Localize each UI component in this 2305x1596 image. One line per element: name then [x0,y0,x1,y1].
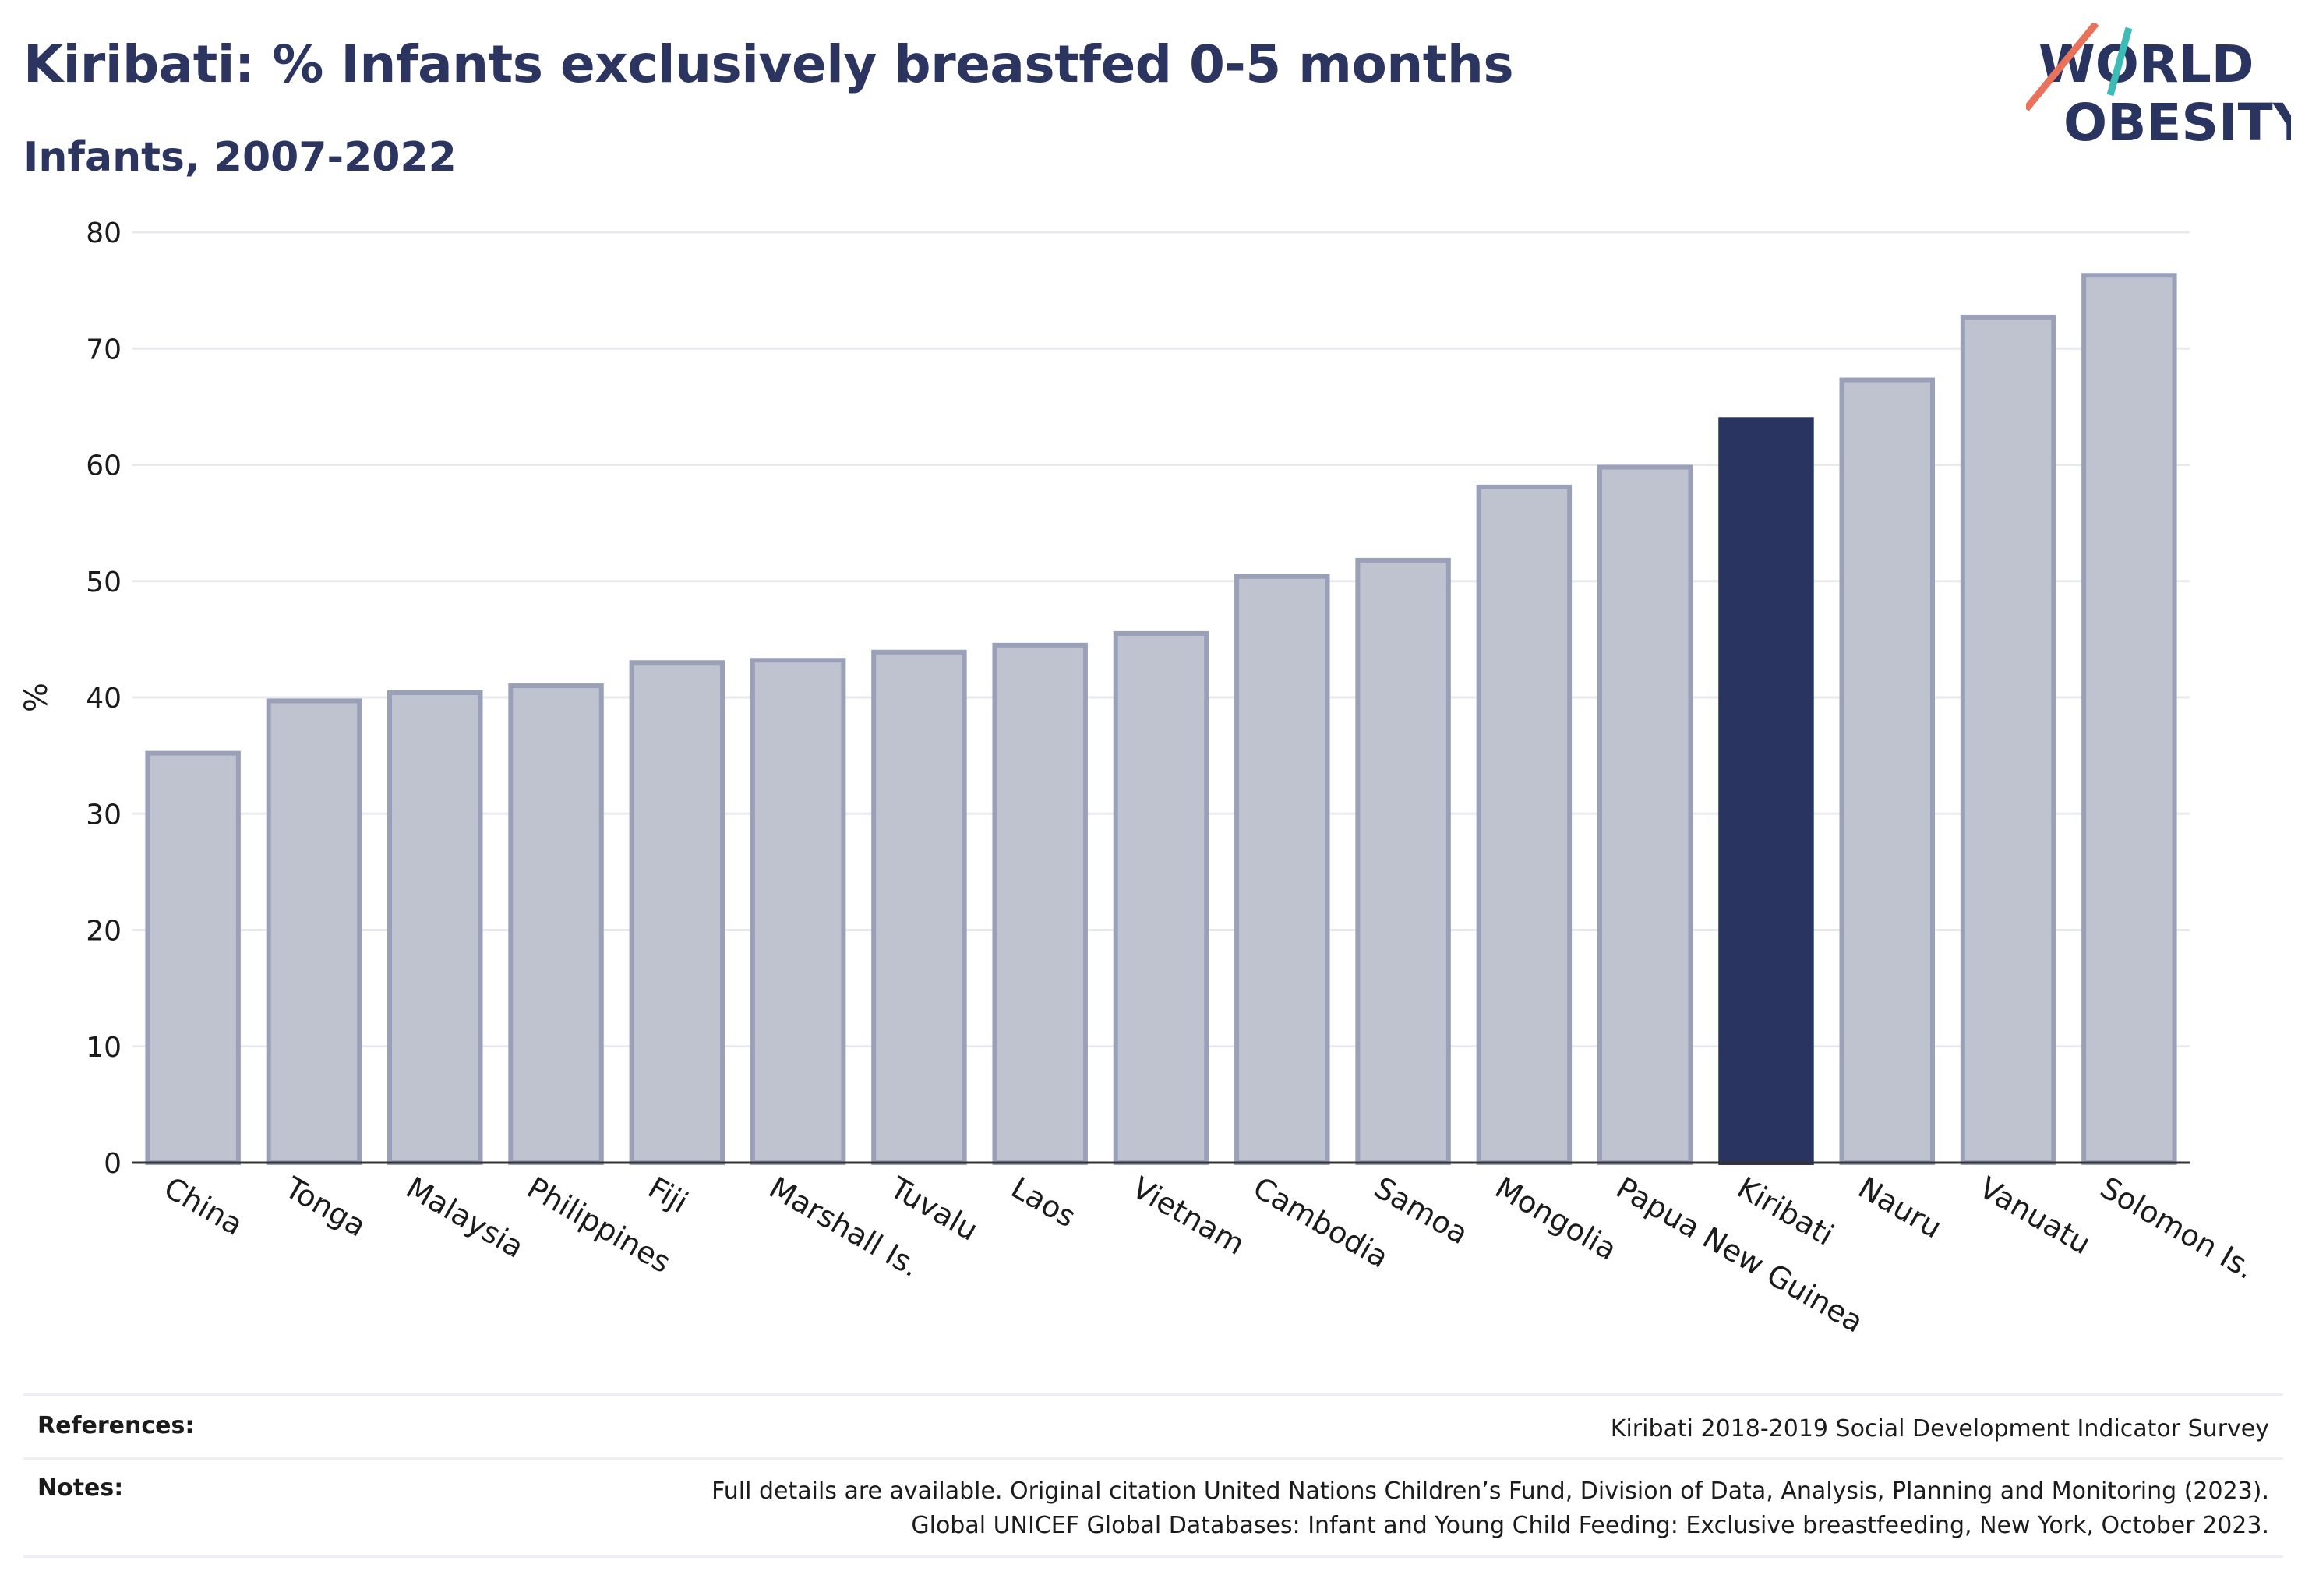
y-tick-label: 50 [86,567,122,598]
x-tick-label: Nauru [1852,1171,1947,1245]
x-tick-label: Solomon Is. [2095,1171,2261,1286]
y-tick-labels: 0 10 20 30 40 50 60 70 80 [86,217,122,1180]
bar [1960,314,2056,1165]
notes-row: Notes: Full details are available. Origi… [23,1474,2283,1552]
bar [1355,557,1451,1165]
x-tick-label: Fiji [642,1171,694,1220]
x-tick-label: Malaysia [401,1171,530,1265]
y-tick-label: 80 [86,217,122,249]
logo-slash-coral [2026,23,2099,111]
references-value: Kiribati 2018-2019 Social Development In… [1610,1415,2269,1442]
x-tick-label: Mongolia [1489,1171,1622,1267]
footer-divider-middle [23,1457,2283,1460]
references-label: References: [37,1412,195,1439]
bar [145,750,241,1165]
bar [387,690,483,1165]
y-tick-label: 20 [86,916,122,948]
y-tick-label: 60 [86,450,122,482]
x-tick-label: Tonga [279,1170,372,1243]
bar [1234,574,1330,1165]
x-tick-label: Tuvalu [884,1170,983,1248]
footer-divider-bottom [23,1555,2283,1558]
bar [1839,377,1935,1165]
notes-value: Full details are available. Original cit… [711,1474,2269,1543]
y-axis-label: % [19,683,55,712]
bar [508,683,604,1165]
bar [871,649,967,1165]
bar [1597,464,1693,1165]
y-tick-label: 70 [86,334,122,365]
notes-line-2: Global UNICEF Global Databases: Infant a… [911,1512,2269,1539]
x-tick-label: Vietnam [1127,1171,1251,1262]
notes-label: Notes: [37,1474,124,1502]
logo-line1: WORLD [2038,34,2254,94]
bar-highlighted [1718,417,1814,1165]
y-tick-label: 40 [86,683,122,715]
x-tick-label: China [158,1171,249,1242]
bar [266,698,362,1165]
bars [145,273,2177,1165]
chart-subtitle: Infants, 2007-2022 [23,134,457,181]
x-tick-label: Vanuatu [1974,1171,2097,1261]
footer-divider-top [23,1393,2283,1396]
chart-title: Kiribati: % Infants exclusively breastfe… [23,34,1514,94]
logo-slash-teal [2106,26,2133,97]
bar [992,642,1088,1165]
y-tick-label: 10 [86,1032,122,1064]
notes-line-1: Full details are available. Original cit… [711,1478,2269,1505]
references-row: References: Kiribati 2018-2019 Social De… [23,1412,2283,1451]
logo-line2: OBESITY [2063,93,2291,153]
y-tick-label: 30 [86,799,122,831]
bar [629,660,725,1165]
bar [750,658,846,1165]
y-tick-label: 0 [104,1148,122,1180]
bar [2081,273,2177,1165]
bar [1113,630,1209,1165]
x-tick-label: Cambodia [1248,1171,1394,1275]
x-tick-label: Laos [1005,1171,1082,1234]
world-obesity-logo: WORLD OBESITY [2026,23,2291,153]
bar [1476,484,1573,1165]
